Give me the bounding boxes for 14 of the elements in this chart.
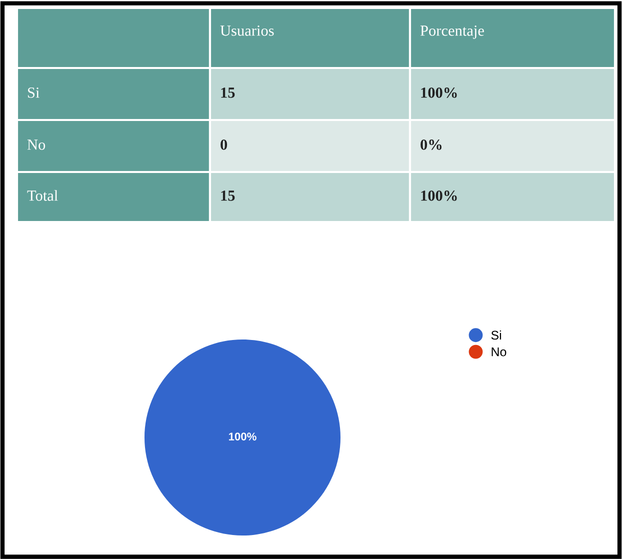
text: Porcentaje — [420, 26, 484, 39]
text: 0% — [420, 140, 442, 150]
text: Usuarios — [220, 26, 274, 36]
text: Si — [28, 88, 40, 98]
text: 15 — [221, 88, 235, 98]
text: No — [27, 140, 46, 150]
text: 100% — [421, 190, 457, 201]
text: 100% — [421, 88, 457, 98]
text: 0 — [220, 140, 228, 150]
legend-label: Si — [491, 330, 502, 340]
legend-label: No — [492, 348, 506, 356]
data-label: 100% — [228, 432, 256, 440]
text: 15 — [221, 190, 235, 201]
text: Total — [27, 190, 58, 201]
